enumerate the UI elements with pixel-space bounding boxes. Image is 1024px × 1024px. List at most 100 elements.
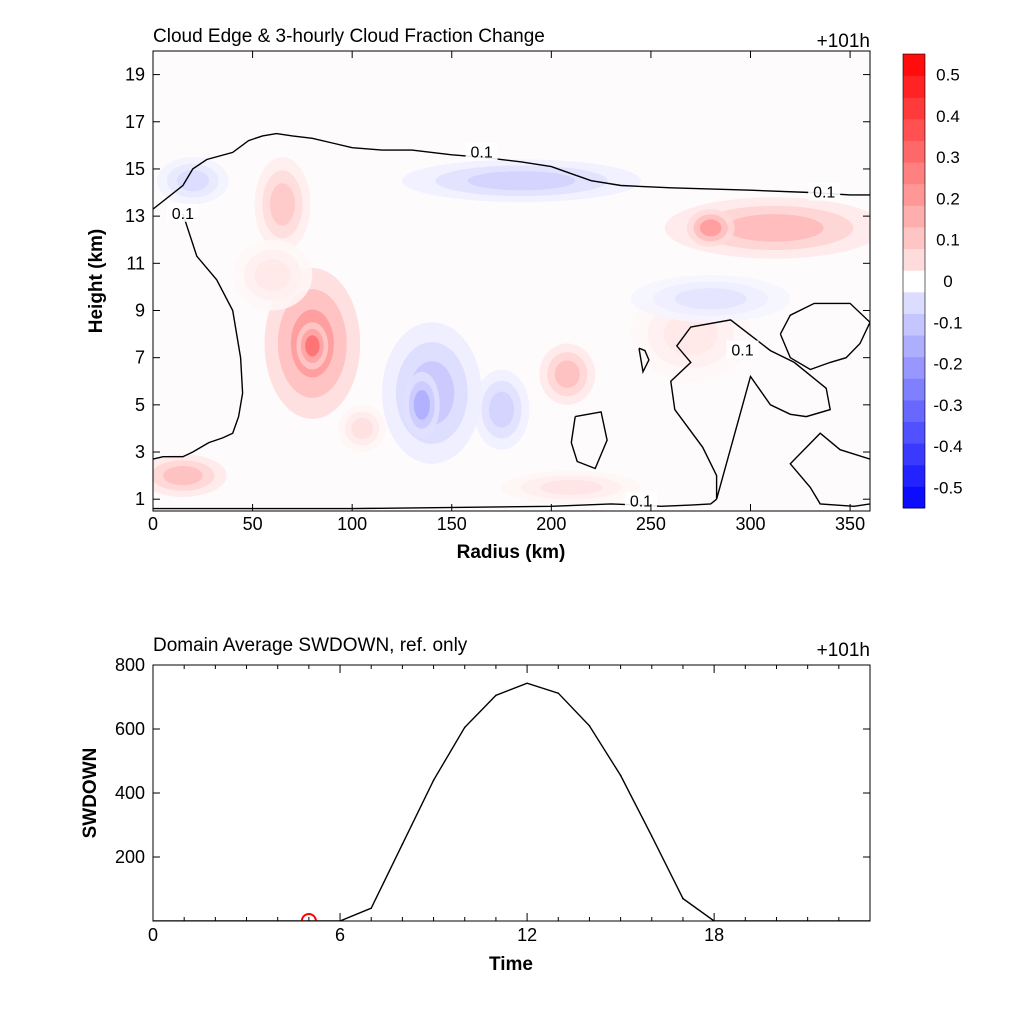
swdown-point — [588, 725, 591, 727]
colorbar-swatch — [903, 378, 925, 401]
swdown-point — [463, 726, 466, 729]
field-patch — [699, 219, 722, 237]
x-tick-label: 50 — [243, 514, 263, 534]
y-tick-label: 400 — [115, 783, 145, 803]
swdown-point — [682, 897, 684, 900]
colorbar-label: -0.5 — [933, 478, 962, 497]
swdown-line — [153, 682, 870, 921]
cloud-edge-contour — [153, 213, 244, 460]
x-tick-label: 12 — [517, 925, 537, 945]
colorbar-swatch — [903, 486, 925, 509]
y-tick-label: 800 — [115, 655, 145, 675]
colorbar-swatch — [903, 140, 925, 163]
field-patch — [488, 391, 515, 428]
line-frame — [152, 664, 871, 922]
field-patch — [539, 479, 603, 495]
colorbar-swatch — [903, 291, 925, 314]
x-tick-label: 0 — [148, 514, 158, 534]
colorbar-label: 0.4 — [936, 107, 960, 126]
y-tick-label: 15 — [125, 159, 145, 179]
swdown-point — [495, 694, 497, 697]
swdown-point — [557, 692, 560, 694]
colorbar-swatch — [903, 356, 925, 379]
current-time-marker — [300, 913, 317, 921]
swdown-point — [432, 779, 435, 781]
contour-label: 0.1 — [813, 185, 835, 202]
x-tick-label: 350 — [835, 514, 865, 534]
contour-label: 0.1 — [471, 144, 493, 161]
x-tick-label: 250 — [636, 514, 666, 534]
colorbar-swatch — [903, 118, 925, 141]
colorbar-label: 0.2 — [936, 189, 960, 208]
y-tick-label: 3 — [135, 442, 145, 462]
colorbar-label: 0 — [943, 272, 952, 291]
cloud-edge-contour — [153, 132, 870, 210]
colorbar-swatch — [903, 313, 925, 336]
colorbar-label: 0.5 — [936, 66, 960, 85]
y-tick-label: 11 — [126, 253, 145, 273]
field-patch — [305, 335, 320, 357]
colorbar-labels: 0.5 0.4 0.3 0.2 0.1 0 -0.1 -0.2 -0.3 -0.4 -0.5 — [933, 66, 962, 498]
colorbar-swatch — [903, 205, 925, 228]
colorbar-swatch — [903, 226, 925, 250]
colorbar-swatch — [903, 399, 925, 423]
swdown-point — [401, 843, 404, 845]
colorbar-swatch — [903, 335, 925, 358]
x-tick-label: 150 — [437, 514, 467, 534]
y-tick-label: 600 — [115, 719, 145, 739]
x-tick-label: 100 — [337, 514, 367, 534]
line-time-label: +101h — [817, 640, 870, 661]
field-patch — [176, 170, 209, 192]
heatmap-frame — [152, 50, 871, 512]
y-tick-label: 13 — [125, 206, 145, 226]
heatmap-time-label: +101h — [817, 31, 870, 52]
colorbar-swatch — [903, 183, 925, 206]
contour-label: 0.1 — [172, 206, 194, 223]
y-tick-label: 19 — [125, 65, 145, 85]
cloud-edge-contour — [638, 347, 650, 375]
colorbar-swatch — [903, 97, 925, 120]
cloud-edge-contour — [670, 319, 832, 500]
colorbar: 0.5 0.4 0.3 0.2 0.1 0 -0.1 -0.2 -0.3 -0.4 -0.5 — [902, 53, 963, 509]
swdown-point — [370, 907, 373, 909]
contour-label-background — [808, 182, 841, 201]
field-patch — [351, 417, 373, 440]
colorbar-swatch — [903, 464, 925, 487]
field-patch — [254, 259, 291, 292]
y-tick-label: 9 — [135, 300, 145, 320]
line-plot-area — [153, 682, 870, 921]
colorbar-swatch — [903, 270, 925, 293]
field-patch — [413, 389, 430, 420]
colorbar-label: -0.3 — [933, 396, 962, 415]
colorbar-frame — [902, 53, 926, 509]
cloud-edge-contour — [570, 411, 608, 470]
colorbar-label: 0.1 — [936, 231, 960, 250]
y-tick-label: 1 — [135, 489, 145, 509]
x-tick-label: 18 — [704, 925, 724, 945]
contour-label-background — [624, 491, 657, 510]
field-patch — [725, 214, 824, 242]
contour-label: 0.1 — [630, 494, 652, 511]
heatmap-x-label: Radius (km) — [457, 542, 566, 563]
x-tick-label: 0 — [148, 925, 158, 945]
colorbar-label: -0.1 — [933, 313, 962, 332]
field-patch — [269, 183, 296, 226]
y-tick-label: 17 — [125, 112, 145, 132]
swdown-point — [526, 682, 528, 685]
heatmap-x-axis: 0 50 100 150 200 250 300 350 — [148, 51, 865, 534]
swdown-point — [650, 835, 653, 837]
colorbar-swatch — [903, 248, 925, 271]
colorbar-swatch — [903, 443, 925, 466]
line-panel: Domain Average SWDOWN, ref. only +101h 0… — [80, 635, 871, 975]
colorbar-label: 0.3 — [936, 148, 960, 167]
line-x-label: Time — [489, 954, 533, 975]
x-tick-label: 200 — [536, 514, 566, 534]
colorbar-label: -0.4 — [933, 437, 962, 456]
contour-label-background — [465, 142, 498, 161]
heatmap-field — [153, 157, 870, 504]
line-x-axis: 0 6 12 18 — [148, 665, 871, 945]
colorbar-label: -0.2 — [933, 355, 962, 374]
line-y-label: SWDOWN — [80, 748, 101, 839]
